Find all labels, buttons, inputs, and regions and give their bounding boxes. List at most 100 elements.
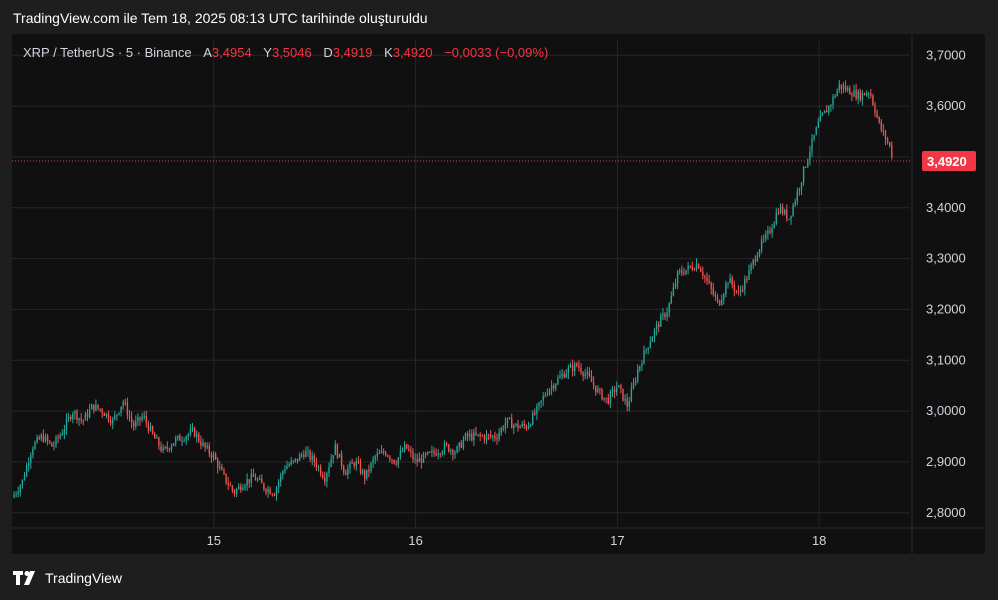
candle-body [620, 385, 622, 389]
candle-body [859, 91, 861, 101]
candle-body [290, 461, 292, 465]
chart-panel[interactable] [12, 34, 985, 554]
candle-body [437, 453, 439, 456]
candle-body [172, 443, 175, 446]
candle-body [183, 440, 185, 442]
candle-body [668, 303, 670, 313]
candle-body [666, 312, 668, 317]
x-tick-label: 16 [408, 533, 422, 548]
candle-body [133, 422, 135, 427]
candle-body [784, 209, 786, 214]
candle-body [284, 468, 286, 472]
candle-body [343, 466, 345, 473]
candle-body [212, 454, 215, 458]
candle-body [475, 432, 477, 435]
candle-body [603, 397, 605, 400]
candle-body [519, 426, 521, 429]
candle-body [746, 278, 748, 280]
candle-body [536, 406, 538, 415]
tradingview-footer[interactable]: TradingView [13, 570, 122, 586]
candle-body [296, 458, 299, 461]
candle-body [403, 444, 406, 452]
candle-body [645, 349, 647, 351]
candle-body [889, 142, 891, 146]
candle-body [189, 429, 192, 435]
candle-body [487, 434, 490, 436]
candle-body [128, 415, 131, 418]
candle-body [773, 222, 775, 229]
candle-body [868, 93, 870, 95]
candle-body [578, 365, 580, 368]
y-tick-label: 3,4000 [926, 200, 966, 215]
candle-body [21, 479, 24, 486]
candle-body [609, 391, 612, 404]
chart-header-title: TradingView.com ile Tem 18, 2025 08:13 U… [13, 10, 428, 26]
candle-body [485, 434, 488, 440]
candle-body [124, 402, 126, 404]
candle-body [393, 459, 395, 464]
candle-body [849, 88, 851, 95]
candle-body [838, 84, 840, 91]
candle-body [170, 445, 173, 450]
candle-body [282, 471, 284, 475]
candle-body [420, 458, 423, 463]
candle-body [706, 277, 708, 281]
candle-body [832, 96, 834, 105]
candle-body [166, 446, 168, 449]
candle-body [370, 462, 372, 472]
candle-body [618, 385, 620, 388]
candle-body [515, 423, 517, 426]
candle-body [382, 451, 385, 453]
candle-body [658, 324, 660, 327]
candle-body [160, 446, 162, 451]
candle-body [647, 347, 649, 350]
candle-body [122, 402, 124, 407]
low-label: D [323, 45, 333, 60]
candle-body [439, 453, 441, 455]
candle-body [555, 383, 557, 389]
candle-body [177, 435, 179, 439]
candle-body [429, 451, 431, 453]
candle-body [23, 476, 26, 480]
candle-body [49, 440, 51, 443]
candle-body [796, 191, 798, 202]
candle-body [450, 450, 452, 452]
candle-body [624, 398, 626, 401]
candle-body [553, 385, 555, 389]
candle-body [175, 438, 177, 444]
x-tick-label: 17 [610, 533, 624, 548]
candle-body [227, 482, 229, 486]
candle-body [292, 460, 294, 462]
candle-body [676, 271, 679, 284]
candle-body [496, 438, 498, 440]
candle-body [19, 485, 21, 492]
candle-body [443, 443, 446, 452]
candle-body [538, 402, 540, 407]
symbol-label[interactable]: XRP / TetherUS · 5 · Binance [23, 45, 192, 60]
candle-body [109, 420, 112, 424]
candle-body [114, 415, 116, 419]
candle-body [639, 366, 641, 370]
candle-body [95, 404, 97, 411]
candle-body [240, 486, 242, 491]
candle-body [391, 459, 393, 461]
candle-body [408, 448, 410, 451]
candle-body [836, 90, 838, 97]
candle-body [559, 376, 561, 379]
candle-body [70, 416, 72, 420]
candle-body [305, 451, 307, 457]
candle-body [693, 269, 696, 271]
candle-body [586, 371, 588, 374]
candle-body [756, 255, 759, 262]
candle-body [687, 265, 689, 270]
candle-body [874, 104, 876, 114]
candle-body [842, 86, 845, 89]
candle-body [336, 444, 339, 458]
candle-body [441, 451, 444, 455]
candle-body [710, 282, 712, 289]
y-tick-label: 2,9000 [926, 454, 966, 469]
candle-body [34, 442, 36, 449]
candle-body [863, 93, 866, 96]
candle-body [532, 412, 534, 425]
